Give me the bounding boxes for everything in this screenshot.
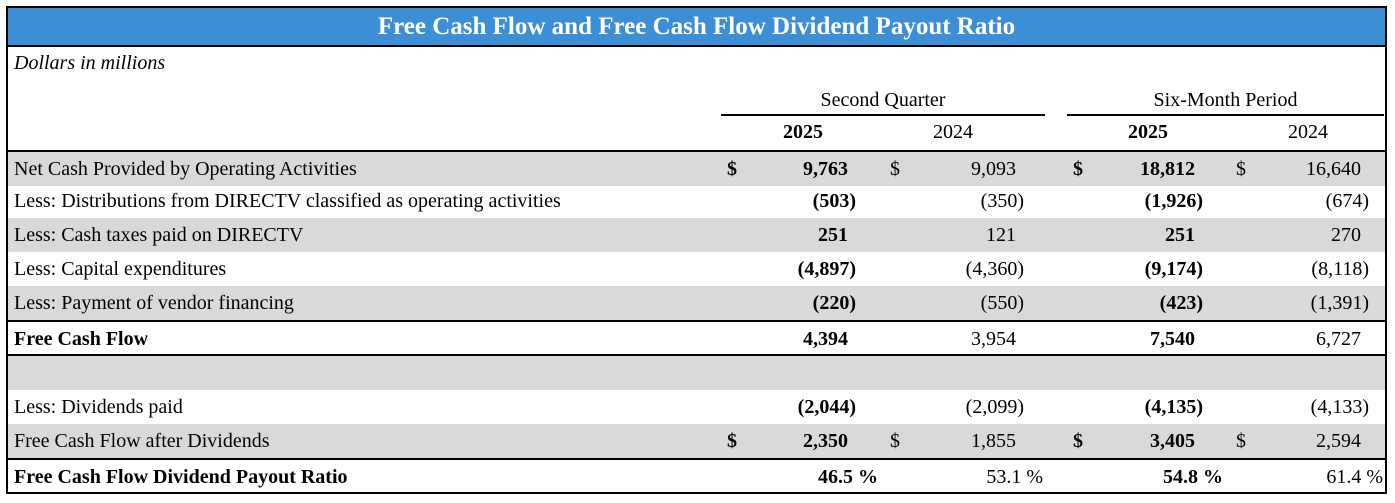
value-6m-2025: 18,812 xyxy=(1140,158,1195,180)
value-6m-2025: 3,405 xyxy=(1150,430,1195,452)
units-note: Dollars in millions xyxy=(14,52,166,74)
table-row-spacer xyxy=(8,354,1385,390)
table-row-free-cash-flow: Free Cash Flow 4,394 3,954 7,540 6,727 xyxy=(8,320,1385,356)
header-six-month: Six-Month Period xyxy=(1067,88,1384,116)
value-q-2025: 46.5 % xyxy=(818,466,878,488)
value-q-2025: (503) xyxy=(812,190,856,212)
value-6m-2025: (423) xyxy=(1159,292,1203,314)
header-6m-2025: 2025 xyxy=(1128,121,1168,143)
table-row: Less: Cash taxes paid on DIRECTV 251 121… xyxy=(8,218,1385,252)
currency-symbol: $ xyxy=(727,430,737,452)
row-label: Less: Distributions from DIRECTV classif… xyxy=(14,190,561,212)
value-q-2024: 1,855 xyxy=(971,430,1016,452)
value-q-2024: (550) xyxy=(980,292,1024,314)
currency-symbol: $ xyxy=(1236,430,1246,452)
value-6m-2024: 6,727 xyxy=(1316,328,1361,350)
value-6m-2025: 7,540 xyxy=(1150,328,1195,350)
value-q-2025: (2,044) xyxy=(797,396,856,418)
value-6m-2024: 61.4 % xyxy=(1326,466,1383,488)
value-q-2025: 251 xyxy=(818,224,848,246)
row-label: Less: Dividends paid xyxy=(14,396,183,418)
value-q-2024: (2,099) xyxy=(965,396,1024,418)
value-6m-2024: (4,133) xyxy=(1310,396,1369,418)
table-row-payout-ratio: Free Cash Flow Dividend Payout Ratio 46.… xyxy=(8,458,1385,494)
row-label: Less: Capital expenditures xyxy=(14,258,227,280)
value-q-2025: 9,763 xyxy=(803,158,848,180)
row-label: Free Cash Flow xyxy=(14,328,149,350)
value-6m-2024: 16,640 xyxy=(1306,158,1361,180)
header-second-quarter: Second Quarter xyxy=(721,88,1045,116)
value-q-2024: (350) xyxy=(980,190,1024,212)
value-6m-2025: (4,135) xyxy=(1144,396,1203,418)
value-6m-2025: 54.8 % xyxy=(1163,466,1223,488)
currency-symbol: $ xyxy=(1073,158,1083,180)
table-row: Less: Dividends paid (2,044) (2,099) (4,… xyxy=(8,390,1385,424)
currency-symbol: $ xyxy=(890,158,900,180)
value-6m-2024: (1,391) xyxy=(1310,292,1369,314)
row-label: Free Cash Flow after Dividends xyxy=(14,430,270,452)
table-row: Less: Distributions from DIRECTV classif… xyxy=(8,184,1385,218)
value-6m-2024: 270 xyxy=(1331,224,1361,246)
table-row: Net Cash Provided by Operating Activitie… xyxy=(8,150,1385,186)
row-label: Less: Cash taxes paid on DIRECTV xyxy=(14,224,304,246)
value-q-2024: (4,360) xyxy=(965,258,1024,280)
value-q-2025: (220) xyxy=(812,292,856,314)
value-6m-2025: (9,174) xyxy=(1144,258,1203,280)
header-q-2024: 2024 xyxy=(933,121,973,143)
fcf-table: Free Cash Flow and Free Cash Flow Divide… xyxy=(6,6,1387,494)
value-6m-2025: 251 xyxy=(1165,224,1195,246)
row-label: Net Cash Provided by Operating Activitie… xyxy=(14,158,357,180)
value-q-2024: 121 xyxy=(986,224,1016,246)
value-q-2025: 2,350 xyxy=(803,430,848,452)
value-6m-2025: (1,926) xyxy=(1144,190,1203,212)
currency-symbol: $ xyxy=(1073,430,1083,452)
value-q-2025: (4,897) xyxy=(797,258,856,280)
value-q-2024: 9,093 xyxy=(971,158,1016,180)
value-6m-2024: (8,118) xyxy=(1311,258,1369,280)
value-q-2024: 3,954 xyxy=(971,328,1016,350)
header-q-2025: 2025 xyxy=(783,121,823,143)
table-title: Free Cash Flow and Free Cash Flow Divide… xyxy=(8,8,1385,47)
table-row: Free Cash Flow after Dividends $ 2,350 $… xyxy=(8,424,1385,458)
currency-symbol: $ xyxy=(890,430,900,452)
value-6m-2024: (674) xyxy=(1325,190,1369,212)
value-q-2025: 4,394 xyxy=(803,328,848,350)
currency-symbol: $ xyxy=(727,158,737,180)
row-label: Free Cash Flow Dividend Payout Ratio xyxy=(14,466,348,488)
header-6m-2024: 2024 xyxy=(1288,121,1328,143)
table-row: Less: Capital expenditures (4,897) (4,36… xyxy=(8,252,1385,286)
table-row: Less: Payment of vendor financing (220) … xyxy=(8,286,1385,320)
value-q-2024: 53.1 % xyxy=(986,466,1043,488)
currency-symbol: $ xyxy=(1236,158,1246,180)
value-6m-2024: 2,594 xyxy=(1316,430,1361,452)
row-label: Less: Payment of vendor financing xyxy=(14,292,294,314)
